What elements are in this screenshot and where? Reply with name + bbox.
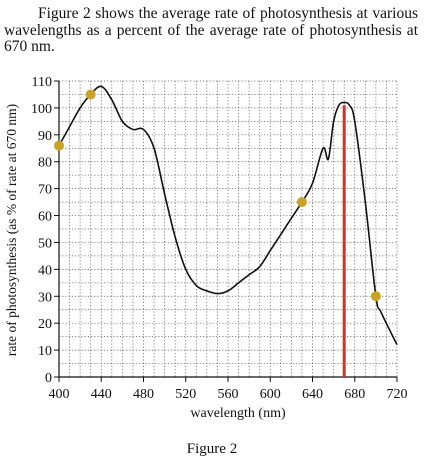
marked-point xyxy=(370,291,381,302)
chart-grid xyxy=(59,80,398,377)
y-tick-label: 60 xyxy=(38,210,52,225)
y-tick-label: 10 xyxy=(38,344,52,359)
y-tick-label: 50 xyxy=(38,236,52,251)
x-tick-label: 640 xyxy=(302,387,323,402)
figure-caption: Figure 2 xyxy=(186,441,238,457)
x-tick-label: 680 xyxy=(344,387,365,402)
y-tick-label: 20 xyxy=(38,317,52,332)
y-tick-label: 110 xyxy=(32,75,52,90)
x-tick-label: 600 xyxy=(260,387,281,402)
y-tick-label: 80 xyxy=(38,156,52,171)
marked-point xyxy=(85,89,96,100)
x-tick-label: 560 xyxy=(218,387,239,402)
y-tick-label: 40 xyxy=(38,263,52,278)
x-tick-label: 480 xyxy=(133,387,154,402)
x-tick-label: 400 xyxy=(49,387,70,402)
x-tick-label: 440 xyxy=(91,387,112,402)
series-line xyxy=(58,85,398,346)
y-tick-label: 70 xyxy=(38,183,52,198)
y-axis-label-wrap: rate of photosynthesis (as % of rate at … xyxy=(0,70,24,390)
y-tick-label: 100 xyxy=(31,102,52,117)
y-tick-label: 30 xyxy=(38,290,52,305)
marked-points-group xyxy=(54,89,381,302)
marked-point xyxy=(54,140,64,151)
x-tick-label: 520 xyxy=(175,387,196,402)
y-axis-label: rate of photosynthesis (as % of rate at … xyxy=(4,103,19,357)
x-axis-label: wavelength (nm) xyxy=(190,406,286,421)
intro-paragraph: Figure 2 shows the average rate of photo… xyxy=(4,5,418,55)
chart-axes xyxy=(54,80,398,382)
tick-labels-group: 0 10 20 30 40 50 60 70 80 90 100 110 400 440 480 520 560… xyxy=(31,75,408,402)
y-tick-label: 0 xyxy=(45,371,52,386)
x-tick-label: 720 xyxy=(387,387,408,402)
curve-group xyxy=(58,85,398,346)
marked-point xyxy=(296,197,307,208)
y-tick-label: 90 xyxy=(38,129,52,144)
